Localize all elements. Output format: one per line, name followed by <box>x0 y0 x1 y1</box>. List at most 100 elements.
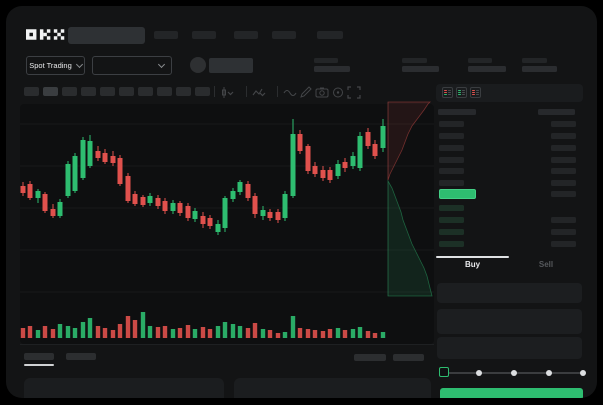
timeframe-button-3[interactable] <box>62 87 77 96</box>
draw-icon[interactable] <box>299 86 313 99</box>
candle-body <box>95 151 101 158</box>
volume-bar <box>132 320 138 338</box>
pair-avatar[interactable] <box>190 57 206 73</box>
slider-stop-3[interactable] <box>546 370 552 376</box>
orderbook-bid-row[interactable] <box>436 227 583 238</box>
timeframe-button-5[interactable] <box>100 87 115 96</box>
camera-icon[interactable] <box>315 86 329 99</box>
volume-bar <box>230 324 236 338</box>
mode-icon-row <box>444 89 451 92</box>
fullscreen-icon[interactable] <box>347 86 361 99</box>
orderbook-ask-row[interactable] <box>436 166 583 177</box>
mode-icon-cell <box>472 91 475 94</box>
mode-icon-row <box>444 93 451 96</box>
amount-slider-handle[interactable] <box>439 367 449 377</box>
bottom-tab-2[interactable] <box>66 353 96 360</box>
slider-stop-1[interactable] <box>476 370 482 376</box>
okx-logo[interactable] <box>26 28 66 41</box>
book-asks-icon[interactable] <box>470 87 481 98</box>
candle-body <box>207 218 213 226</box>
candle-body <box>162 201 168 211</box>
timeframe-button-9[interactable] <box>176 87 191 96</box>
crosshair-icon[interactable] <box>331 86 345 99</box>
candle-style-icon[interactable] <box>220 86 234 99</box>
volume-bar <box>215 326 221 338</box>
orderbook-bid-row[interactable] <box>436 203 583 214</box>
orderbook-ask-row[interactable] <box>436 155 583 166</box>
line-type-icon[interactable] <box>283 86 297 99</box>
orderbook-ask-row[interactable] <box>436 131 583 142</box>
search-input[interactable] <box>68 27 145 44</box>
volume-bar <box>42 326 48 338</box>
nav-item-2[interactable] <box>192 31 216 39</box>
volume-bar <box>177 328 183 338</box>
order-form-field-2[interactable] <box>437 309 582 334</box>
candle-body <box>320 170 326 178</box>
candle-body <box>42 194 48 211</box>
orderbook-bid-row[interactable] <box>436 215 583 226</box>
volume-bar <box>260 329 266 338</box>
volume-bar <box>297 328 303 338</box>
buy-submit-button[interactable] <box>440 388 583 398</box>
bottom-tab-active-indicator <box>24 364 54 366</box>
nav-item-5[interactable] <box>317 31 343 39</box>
candlestick-chart[interactable] <box>16 101 436 346</box>
orderbook-bid-row[interactable] <box>436 239 583 250</box>
timeframe-button-10[interactable] <box>195 87 210 96</box>
ask-price-skeleton <box>439 168 464 174</box>
volume-bar <box>342 330 348 338</box>
orderbook-header-amount <box>538 109 575 115</box>
volume-bar <box>320 331 326 338</box>
stat-label-4 <box>522 58 547 63</box>
ask-price-skeleton <box>439 133 464 139</box>
toolbar-divider <box>246 86 247 97</box>
market-type-dropdown[interactable]: Spot Trading <box>26 56 85 75</box>
orderbook-ask-row[interactable] <box>436 143 583 154</box>
volume-bar <box>72 328 78 338</box>
mode-icon-line <box>462 91 465 94</box>
ask-amount-skeleton <box>551 168 576 174</box>
book-both-icon[interactable] <box>442 87 453 98</box>
order-form-field-1[interactable] <box>437 283 582 303</box>
pair-name-skeleton[interactable] <box>209 58 253 73</box>
volume-bar <box>357 327 363 338</box>
timeframe-button-4[interactable] <box>81 87 96 96</box>
nav-item-4[interactable] <box>272 31 296 39</box>
ask-amount-skeleton <box>551 157 576 163</box>
order-form-field-3[interactable] <box>437 337 582 359</box>
timeframe-button-8[interactable] <box>157 87 172 96</box>
bottom-right-control-1[interactable] <box>354 354 386 361</box>
last-price-highlight <box>439 189 476 199</box>
volume-bar <box>222 322 228 338</box>
candle-body <box>260 210 266 216</box>
orderbook-ask-row[interactable] <box>436 178 583 189</box>
indicators-icon[interactable] <box>252 86 266 99</box>
candle-body <box>170 203 176 211</box>
timeframe-button-1[interactable] <box>24 87 39 96</box>
volume-bar <box>80 322 86 338</box>
timeframe-button-2[interactable] <box>43 87 58 96</box>
nav-item-1[interactable] <box>154 31 178 39</box>
orderbook-header <box>436 107 583 118</box>
orderbook-ask-row[interactable] <box>436 119 583 130</box>
bottom-right-control-2[interactable] <box>393 354 424 361</box>
mode-icon-cell <box>444 91 447 94</box>
slider-stop-4[interactable] <box>580 370 586 376</box>
candle-body <box>312 166 318 174</box>
timeframe-button-6[interactable] <box>119 87 134 96</box>
chart-footer-divider <box>20 344 434 345</box>
volume-bar <box>140 312 146 338</box>
nav-item-3[interactable] <box>234 31 258 39</box>
candle-body <box>102 153 108 162</box>
book-bids-icon[interactable] <box>456 87 467 98</box>
timeframe-button-7[interactable] <box>138 87 153 96</box>
slider-stop-2[interactable] <box>511 370 517 376</box>
pair-selector-dropdown[interactable] <box>92 56 172 75</box>
ask-amount-skeleton <box>551 145 576 151</box>
orderbook-last-price-row[interactable] <box>436 189 583 201</box>
bottom-tab-1[interactable] <box>24 353 54 360</box>
stat-label-1 <box>314 58 338 63</box>
mode-icon-row <box>472 89 479 92</box>
bid-amount-skeleton <box>551 217 576 223</box>
